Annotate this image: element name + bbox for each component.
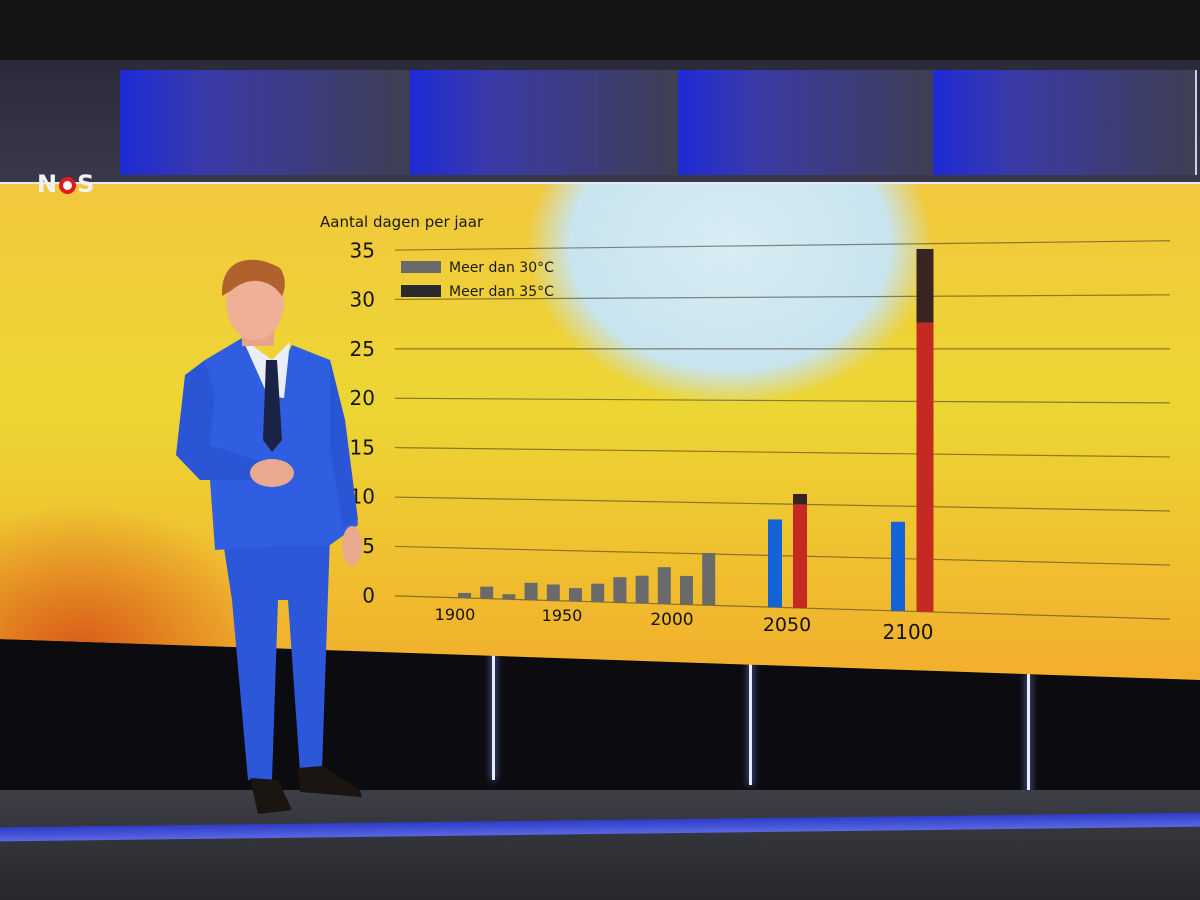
video-wall-edge	[0, 182, 1200, 185]
gridline	[394, 545, 1171, 566]
y-tick-label: 25	[350, 337, 375, 361]
light-stripe	[1027, 672, 1030, 812]
gridline	[394, 595, 1171, 620]
bar-projection-blue	[891, 521, 905, 611]
bar-historical-30	[591, 583, 605, 602]
legend-swatch-30	[401, 261, 441, 273]
screen-panel	[120, 70, 412, 175]
screen-panel	[933, 70, 1197, 175]
legend-swatch-35	[401, 285, 441, 297]
x-tick-label: 2000	[650, 610, 693, 630]
bar-historical-30	[613, 577, 627, 603]
x-tick-label: 1950	[542, 606, 583, 625]
gridline	[394, 397, 1171, 404]
studio-floor	[0, 790, 1200, 900]
bar-projection-red-30	[916, 322, 934, 612]
gridline	[394, 240, 1171, 251]
bar-projection-red-30	[793, 504, 807, 608]
bar-historical-30	[702, 552, 716, 606]
chart-legend: Meer dan 30°C Meer dan 35°C	[401, 260, 554, 300]
light-stripe	[492, 645, 495, 780]
logo-red-circle	[59, 177, 77, 194]
y-tick-label: 35	[350, 238, 375, 262]
gridline	[394, 496, 1171, 512]
legend-label-30: Meer dan 30°C	[449, 260, 554, 276]
bar-historical-30	[680, 575, 693, 605]
bar-historical-30	[569, 588, 582, 602]
screen-panel	[678, 70, 935, 175]
light-stripe	[749, 655, 752, 785]
y-tick-label: 30	[350, 288, 375, 312]
gridline	[394, 294, 1171, 301]
bar-historical-30	[480, 586, 494, 599]
bar-historical-30	[546, 584, 560, 601]
gridline	[394, 447, 1171, 458]
bar-projection-red-35	[793, 493, 807, 505]
y-axis-title: Aantal dagen per jaar	[320, 213, 484, 231]
bar-projection-red-35	[916, 248, 934, 323]
y-tick-label: 0	[362, 583, 375, 607]
x-tick-label: 1900	[435, 605, 476, 624]
logo-letter-n: N	[37, 170, 59, 198]
screen-panel	[410, 70, 680, 175]
logo-letter-s: S	[77, 170, 96, 198]
legend-label-35: Meer dan 35°C	[449, 284, 554, 300]
bar-historical-30	[524, 582, 538, 600]
bar-historical-30	[458, 592, 471, 598]
y-tick-label: 15	[350, 435, 375, 459]
bar-historical-30	[657, 567, 671, 604]
y-tick-label: 20	[350, 386, 375, 410]
bar-projection-blue	[768, 519, 782, 608]
bar-historical-30	[502, 594, 516, 600]
x-tick-label: 2100	[883, 620, 934, 644]
y-tick-label: 5	[362, 534, 375, 558]
bar-historical-30	[635, 575, 649, 604]
y-tick-label: 10	[350, 485, 375, 509]
x-tick-label: 2050	[763, 614, 811, 636]
